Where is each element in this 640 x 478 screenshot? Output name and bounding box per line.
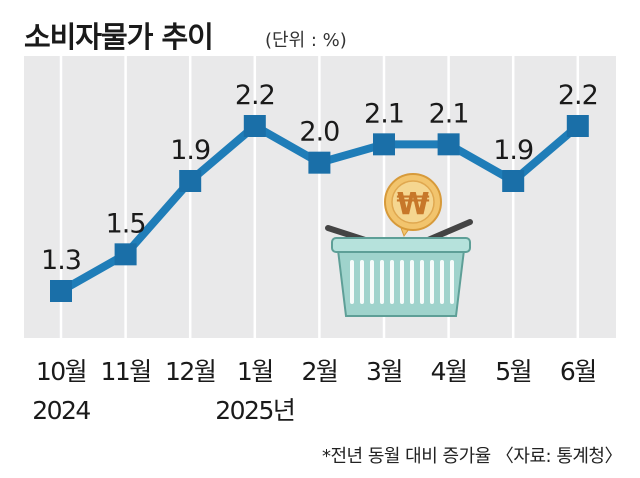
data-label: 1.3: [41, 245, 81, 276]
chart-title: 소비자물가 추이: [24, 20, 214, 54]
basket-slot: [410, 260, 414, 304]
data-marker: [566, 115, 589, 137]
data-label: 2.2: [558, 80, 598, 111]
basket-slot: [430, 260, 434, 304]
x-tick-label: 4월: [431, 357, 467, 386]
won-symbol: ₩: [396, 187, 429, 222]
x-tick-label: 12월: [165, 357, 215, 386]
basket-slot: [360, 260, 364, 304]
data-marker: [50, 280, 72, 302]
x-tick-label: 2월: [301, 357, 337, 386]
x-tick-label: 6월: [560, 357, 596, 386]
data-label: 2.1: [429, 98, 469, 129]
x-year-label: 2024: [32, 396, 90, 425]
data-marker: [308, 151, 331, 174]
data-marker: [373, 133, 395, 156]
won-coin-icon: ₩: [384, 173, 442, 238]
data-markers: [50, 115, 589, 302]
coin-inner: [391, 180, 435, 224]
data-label: 2.0: [299, 117, 339, 148]
data-label: 1.9: [170, 135, 210, 166]
shopping-basket-icon: [325, 219, 473, 317]
data-marker: [114, 243, 137, 266]
x-axis-tick-labels: 10월 11월 12월 1월 2월 3월 4월 5월 6월 2024 2025년: [32, 357, 597, 425]
data-labels: 1.3 1.5 1.9 2.2 2.0 2.1 2.1 1.9 2.2: [41, 80, 599, 276]
basket-slot: [350, 260, 354, 304]
data-marker: [179, 170, 202, 192]
basket-slot: [420, 260, 424, 304]
data-label: 2.1: [364, 98, 404, 129]
x-tick-label: 11월: [100, 357, 150, 386]
x-tick-label: 10월: [36, 357, 86, 386]
basket-slot: [440, 260, 444, 304]
x-year-label: 2025년: [215, 396, 294, 425]
unit-label: (단위 : %): [265, 30, 347, 51]
footnote-source: *전년 동월 대비 증가율 〈자료: 통계청〉: [321, 446, 623, 467]
data-label: 1.5: [106, 208, 146, 239]
basket-rim: [331, 237, 471, 253]
data-label: 1.9: [493, 135, 533, 166]
basket-slot: [450, 260, 454, 304]
basket-slot: [400, 260, 404, 304]
data-marker: [243, 115, 266, 137]
basket-slot: [380, 260, 384, 304]
basket-illustration: ₩: [325, 173, 473, 317]
data-marker: [437, 133, 460, 156]
x-tick-label: 3월: [366, 357, 402, 386]
data-marker: [502, 170, 525, 192]
x-tick-label: 5월: [495, 357, 531, 386]
x-tick-label: 1월: [237, 357, 273, 386]
data-label: 2.2: [235, 80, 275, 111]
basket-slot: [370, 260, 374, 304]
basket-slot: [390, 260, 394, 304]
